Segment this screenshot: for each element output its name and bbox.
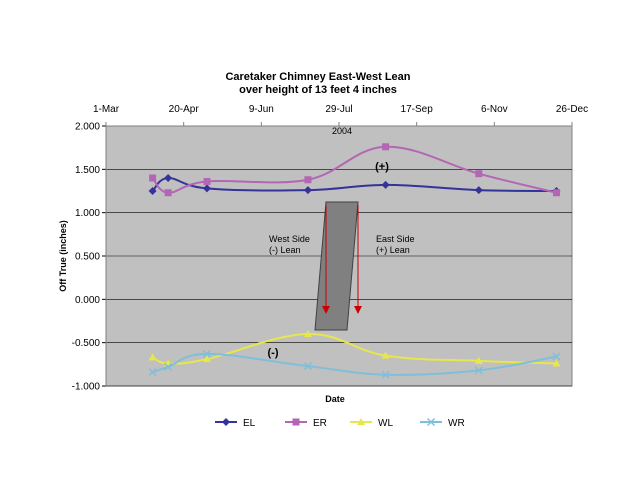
y-axis-label: Off True (inches) xyxy=(58,220,68,292)
east-side-label: East Side xyxy=(376,234,415,244)
data-point-wr xyxy=(552,352,561,361)
west-lean-arrowhead xyxy=(322,306,330,314)
data-point-el xyxy=(303,186,312,195)
x-tick-label: 20-Apr xyxy=(169,104,200,115)
x-tick-label: 26-Dec xyxy=(556,104,588,115)
legend-label-er: ER xyxy=(313,418,327,429)
data-point-wl xyxy=(303,330,312,337)
data-point-wr xyxy=(148,368,157,377)
y-tick-label: -0.500 xyxy=(72,338,101,349)
negative-lean-label: (-) xyxy=(268,347,279,359)
east-lean-label: (+) Lean xyxy=(376,245,410,255)
legend: EL ER WL WR xyxy=(215,417,465,429)
data-point-wr xyxy=(381,370,390,379)
data-point-wr xyxy=(164,362,173,371)
data-point-er xyxy=(304,176,312,184)
legend-label-wl: WL xyxy=(378,418,393,429)
x-axis: 1-Mar 20-Apr 9-Jun 29-Jul 17-Sep 6-Nov 26-Dec xyxy=(93,104,588,127)
x-tick-label: 9-Jun xyxy=(249,104,274,115)
y-tick-label: 1.500 xyxy=(75,165,100,176)
data-point-wr-stroke xyxy=(164,362,173,371)
legend-label-el: EL xyxy=(243,418,256,429)
west-side-label: West Side xyxy=(269,234,310,244)
x-tick-label: 17-Sep xyxy=(401,104,434,115)
data-point-er xyxy=(149,174,157,182)
y-tick-label: 1.000 xyxy=(75,208,100,219)
legend-marker-el xyxy=(222,418,230,426)
x-tick-label: 29-Jul xyxy=(325,104,352,115)
data-point-el xyxy=(148,187,157,195)
y-tick-label: -1.000 xyxy=(72,382,101,393)
data-point-wr-stroke xyxy=(381,370,390,379)
positive-lean-label: (+) xyxy=(375,161,389,173)
data-point-wl xyxy=(474,356,483,364)
data-point-er xyxy=(203,177,211,185)
legend-marker-er xyxy=(292,418,300,426)
data-point-wr-stroke xyxy=(303,362,312,371)
chart-title-line1: Caretaker Chimney East-West Lean xyxy=(225,71,410,83)
data-point-er xyxy=(552,189,560,197)
x-tick-label: 6-Nov xyxy=(481,104,508,115)
y-tick-label: 0.000 xyxy=(75,295,100,306)
legend-marker-wr xyxy=(426,417,436,427)
data-point-wl xyxy=(202,355,211,363)
data-point-el xyxy=(164,174,173,182)
data-point-er xyxy=(475,170,483,178)
data-point-wr-stroke xyxy=(202,349,211,358)
legend-marker-wl xyxy=(357,418,365,425)
legend-marker-wr-stroke xyxy=(426,417,436,427)
data-point-wr-stroke xyxy=(552,352,561,361)
chart-title-line2: over height of 13 feet 4 inches xyxy=(239,84,397,96)
data-point-el xyxy=(381,180,390,189)
data-point-wr-stroke xyxy=(148,368,157,377)
data-point-wl xyxy=(552,359,561,367)
x-tick-label: 1-Mar xyxy=(93,104,120,115)
data-point-wr-stroke xyxy=(474,366,483,375)
data-point-el xyxy=(474,186,483,195)
series-layer xyxy=(148,143,561,379)
y-axis: 2.000 1.500 1.000 0.500 0.000 -0.500 -1.000 xyxy=(72,122,107,393)
year-annotation: 2004 xyxy=(332,126,352,136)
east-lean-arrowhead xyxy=(354,306,362,314)
data-point-wl xyxy=(381,351,390,359)
data-point-wl xyxy=(148,353,157,361)
data-point-wr xyxy=(474,366,483,375)
data-point-wr xyxy=(202,349,211,358)
data-point-el xyxy=(202,184,211,193)
y-tick-label: 0.500 xyxy=(75,252,100,263)
data-point-er xyxy=(382,143,390,151)
data-point-er xyxy=(164,189,172,197)
x-axis-label: Date xyxy=(325,394,345,404)
data-point-wr xyxy=(303,362,312,371)
y-tick-label: 2.000 xyxy=(75,122,100,133)
legend-label-wr: WR xyxy=(448,418,465,429)
west-lean-label: (-) Lean xyxy=(269,245,301,255)
